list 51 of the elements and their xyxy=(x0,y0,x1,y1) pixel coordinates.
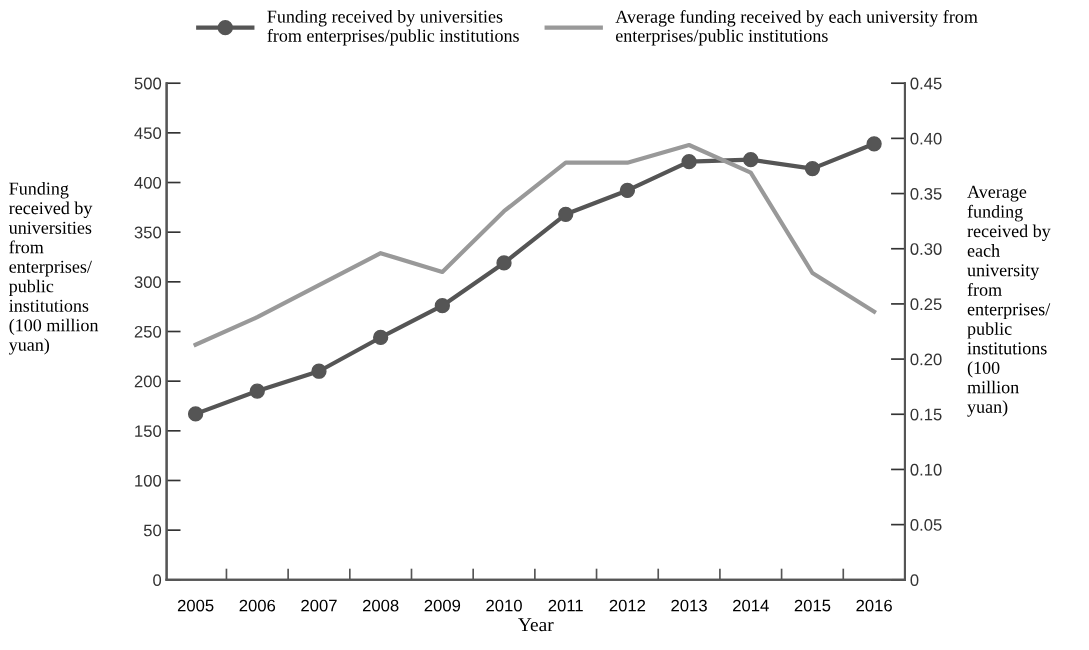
y-tick-label: 100 xyxy=(135,474,162,487)
y2-tick-label: 0.05 xyxy=(910,519,942,531)
y-tick-label: 350 xyxy=(134,226,162,239)
point xyxy=(373,329,389,346)
point xyxy=(681,154,697,170)
y2-tick-label: 0.25 xyxy=(910,298,942,311)
text: Funding received by universities from enterprises/ public institutions (100 million yuan) xyxy=(8,182,99,355)
y-tick-label: 250 xyxy=(134,325,162,338)
y2-tick-label: 0.35 xyxy=(910,187,942,200)
point xyxy=(866,136,882,152)
y2-tick-label: 0.45 xyxy=(910,77,942,90)
y-tick-label: 450 xyxy=(134,127,162,140)
x-tick-label: 2006 xyxy=(239,599,276,612)
point xyxy=(558,206,574,222)
legend-label: Funding received by universities from enterprises/public institutions xyxy=(267,9,519,46)
point xyxy=(496,255,512,271)
x-tick-label: 2008 xyxy=(362,599,399,612)
y2-tick-label: 0.30 xyxy=(910,243,942,255)
x-tick-label: 2012 xyxy=(609,599,646,612)
x-tick-label: 2015 xyxy=(794,599,831,612)
x-tick-label: 2016 xyxy=(856,599,892,612)
x-tick-label: 2013 xyxy=(671,599,707,612)
y-tick-label: 400 xyxy=(134,176,162,189)
point xyxy=(804,160,821,177)
x-tick-label: 2011 xyxy=(548,599,583,612)
x-tick-label: 2009 xyxy=(424,599,461,612)
x-tick-label: 2007 xyxy=(301,599,337,612)
y-tick-label: 300 xyxy=(134,276,162,289)
line-series xyxy=(193,142,877,347)
legend-label: Average funding received by each university from enterprises/public institutions xyxy=(615,9,978,46)
point xyxy=(434,298,450,314)
x-axis-title: Year xyxy=(518,618,554,632)
y-tick-label: 200 xyxy=(134,375,162,388)
y-tick-label: 0 xyxy=(153,574,162,586)
x-tick-label: 2010 xyxy=(486,599,522,612)
point xyxy=(249,383,265,399)
x-tick-label: 2005 xyxy=(177,599,214,612)
point xyxy=(311,363,327,379)
y2-tick-label: 0.15 xyxy=(910,408,942,421)
y-tick-label: 50 xyxy=(143,524,162,537)
x-tick-label: 2014 xyxy=(733,599,769,612)
point xyxy=(187,406,204,422)
text: Average funding received by each university from enterprises/ public institutions (100 million yuan) xyxy=(967,185,1051,417)
y-tick-label: 150 xyxy=(135,425,162,438)
y2-tick-label: 0 xyxy=(910,574,919,586)
point xyxy=(743,152,759,168)
y2-tick-label: 0.10 xyxy=(910,463,942,476)
point xyxy=(619,182,636,199)
y2-tick-label: 0.40 xyxy=(910,132,942,145)
y2-tick-label: 0.20 xyxy=(910,353,942,366)
y-tick-label: 500 xyxy=(134,77,162,90)
